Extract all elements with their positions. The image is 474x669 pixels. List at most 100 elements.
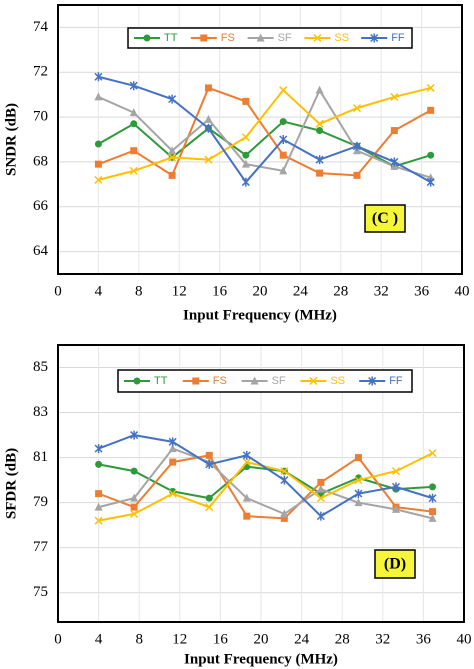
legend-label: TT bbox=[164, 32, 178, 44]
legend-label: TT bbox=[154, 375, 168, 387]
marker bbox=[315, 85, 324, 94]
x-tick-label: 8 bbox=[135, 631, 143, 647]
x-tick-label: 0 bbox=[54, 631, 62, 647]
x-tick-label: 24 bbox=[293, 283, 309, 299]
marker bbox=[168, 171, 176, 179]
y-tick-label: 64 bbox=[33, 243, 49, 259]
marker bbox=[169, 487, 177, 495]
marker bbox=[130, 493, 139, 502]
annotation-box bbox=[364, 204, 406, 233]
series-line bbox=[98, 75, 432, 184]
marker bbox=[204, 84, 212, 92]
marker bbox=[391, 482, 401, 492]
legend-marker bbox=[143, 34, 151, 42]
x-tick-label: 8 bbox=[135, 283, 143, 299]
marker bbox=[280, 509, 289, 518]
marker bbox=[391, 504, 400, 513]
marker bbox=[205, 503, 214, 512]
x-axis-title: Input Frequency (MHz) bbox=[183, 307, 337, 323]
legend-label: SS bbox=[330, 375, 345, 387]
marker bbox=[427, 106, 435, 114]
legend-marker bbox=[200, 34, 208, 42]
marker bbox=[353, 171, 361, 179]
plot-frame bbox=[57, 4, 463, 275]
x-tick-label: 4 bbox=[95, 283, 103, 299]
y-tick-label: 74 bbox=[33, 19, 49, 35]
annotation-box bbox=[374, 549, 416, 579]
x-tick-label: 0 bbox=[54, 283, 62, 299]
y-tick-label: 85 bbox=[33, 359, 48, 375]
x-tick-label: 20 bbox=[253, 283, 268, 299]
marker bbox=[426, 177, 435, 187]
marker bbox=[279, 135, 288, 144]
marker bbox=[315, 119, 324, 128]
marker bbox=[168, 146, 177, 155]
x-tick-label: 36 bbox=[416, 631, 432, 647]
y-tick-label: 66 bbox=[33, 198, 49, 214]
legend-label: FS bbox=[213, 375, 227, 387]
marker bbox=[168, 153, 177, 162]
marker bbox=[204, 155, 213, 164]
marker bbox=[130, 509, 139, 518]
legend-label: SF bbox=[272, 375, 286, 387]
legend-label: FF bbox=[391, 32, 405, 44]
chart: 64 66 68 70 72 74 0 4 8 12 16 20 24 28 32 36 40 Input Fre… bbox=[3, 4, 470, 323]
marker bbox=[205, 459, 214, 469]
legend-label: SS bbox=[334, 32, 349, 44]
marker bbox=[130, 147, 138, 155]
marker bbox=[429, 483, 437, 491]
legend-marker bbox=[133, 377, 141, 385]
marker bbox=[205, 494, 213, 502]
x-tick-label: 32 bbox=[375, 631, 390, 647]
x-tick-label: 12 bbox=[172, 631, 187, 647]
legend: TT FS SF SS FF bbox=[117, 369, 413, 393]
marker bbox=[391, 467, 401, 476]
marker bbox=[280, 475, 289, 485]
y-tick-label: 68 bbox=[33, 153, 48, 169]
x-tick-label: 16 bbox=[212, 283, 228, 299]
legend-marker bbox=[309, 376, 318, 386]
y-tick-label: 77 bbox=[33, 539, 49, 555]
marker bbox=[204, 123, 213, 133]
marker bbox=[426, 83, 435, 92]
marker bbox=[94, 444, 103, 454]
marker bbox=[354, 498, 363, 507]
annotation: (C ) bbox=[372, 210, 398, 227]
marker bbox=[354, 489, 363, 499]
x-tick-label: 24 bbox=[294, 631, 310, 647]
x-tick-label: 12 bbox=[172, 283, 187, 299]
x-tick-label: 28 bbox=[333, 283, 348, 299]
x-tick-label: 36 bbox=[414, 283, 430, 299]
marker bbox=[168, 444, 177, 453]
marker bbox=[169, 458, 177, 466]
marker bbox=[316, 494, 325, 503]
marker bbox=[279, 118, 287, 126]
marker bbox=[129, 166, 138, 175]
marker bbox=[94, 175, 103, 184]
marker bbox=[94, 72, 103, 82]
legend-marker bbox=[370, 33, 379, 43]
x-tick-label: 32 bbox=[374, 283, 389, 299]
y-tick-label: 72 bbox=[33, 64, 48, 80]
marker bbox=[280, 467, 289, 476]
marker bbox=[390, 127, 398, 135]
legend-marker bbox=[256, 33, 265, 42]
marker bbox=[94, 160, 102, 168]
marker bbox=[316, 484, 325, 493]
marker bbox=[241, 133, 250, 142]
y-axis-title: SFDR (dB) bbox=[3, 448, 19, 519]
marker bbox=[130, 503, 138, 511]
y-tick-label: 81 bbox=[33, 449, 48, 465]
y-tick-label: 79 bbox=[33, 494, 48, 510]
legend-label: FS bbox=[221, 32, 235, 44]
marker bbox=[168, 94, 177, 104]
marker bbox=[95, 460, 103, 468]
chart: 75 77 79 81 83 85 0 4 8 12 16 20 24 28 32 36 40 Input Fre… bbox=[3, 344, 472, 667]
x-axis-title: Input Frequency (MHz) bbox=[184, 651, 338, 667]
marker bbox=[94, 92, 103, 101]
x-tick-label: 20 bbox=[254, 631, 269, 647]
marker bbox=[242, 493, 251, 502]
marker bbox=[242, 97, 250, 105]
marker bbox=[241, 159, 250, 168]
